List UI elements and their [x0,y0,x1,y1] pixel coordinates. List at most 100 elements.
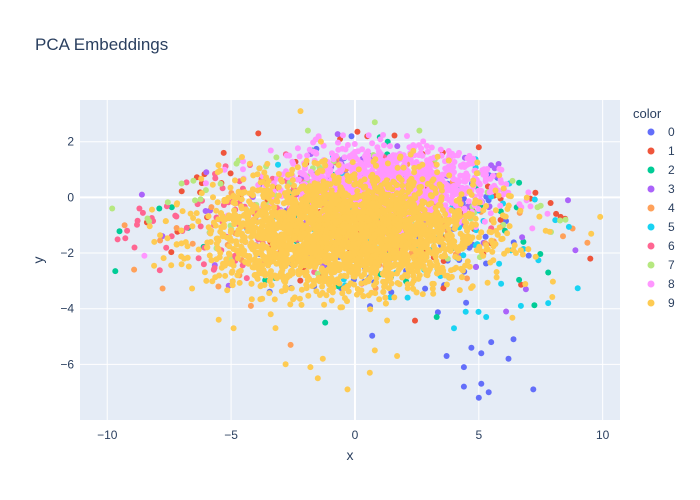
data-point [493,269,500,275]
data-point [390,158,397,164]
data-point [268,209,275,216]
legend-item-6[interactable]: 6 [647,239,676,253]
data-point [476,199,483,206]
data-point [364,197,371,203]
data-point [433,161,440,168]
data-point [403,231,410,238]
data-point [362,246,368,253]
data-point [492,207,499,214]
data-point [267,147,274,154]
data-point [434,169,441,176]
data-point [422,285,429,292]
data-point [202,208,209,214]
legend-item-3[interactable]: 3 [647,182,676,196]
data-point [121,222,128,229]
data-point [289,217,296,224]
data-point [347,222,354,229]
data-point [210,219,217,226]
data-point [381,180,388,187]
data-point [373,275,380,282]
data-point [247,302,254,309]
data-point [284,183,291,190]
data-point [341,154,348,161]
data-point [565,223,572,230]
legend-item-7[interactable]: 7 [647,258,676,272]
data-point [597,213,604,220]
data-point [179,208,186,215]
legend-item-0[interactable]: 0 [647,125,676,139]
legend-label: 2 [668,163,675,177]
data-point [344,172,351,179]
data-point [227,170,234,177]
data-point [330,192,337,198]
data-point [285,223,291,230]
data-point [349,159,356,166]
legend-item-8[interactable]: 8 [647,277,676,291]
legend-item-1[interactable]: 1 [647,144,676,158]
data-point [294,176,301,183]
data-point [116,228,123,235]
data-point [203,277,210,284]
data-point [281,276,288,282]
data-point [365,132,372,139]
data-point [443,281,450,288]
data-point [500,185,507,192]
data-point [381,142,387,149]
data-point [209,181,216,188]
data-point [369,226,376,233]
legend-title: color [633,106,662,121]
data-point [315,133,322,140]
data-point [146,218,153,225]
data-point [178,227,185,234]
data-point [386,172,393,179]
data-point [419,176,426,183]
data-point [421,215,428,222]
x-tick-labels: −10 −5 0 5 10 [97,428,610,442]
data-point [307,256,314,263]
data-point [366,217,373,224]
legend-item-4[interactable]: 4 [647,201,676,215]
data-point [320,269,327,276]
data-point [458,163,465,170]
data-point [203,169,210,176]
data-point [296,153,303,160]
data-point [339,145,346,152]
legend-marker [647,242,655,250]
data-point [442,202,449,209]
y-tick-label: 0 [67,190,74,204]
data-point [202,180,209,187]
legend[interactable]: color 0 1 2 3 4 5 6 7 8 9 [633,106,675,310]
data-point [377,197,384,203]
legend-item-5[interactable]: 5 [647,220,676,234]
data-point [173,241,180,248]
data-point [588,230,595,237]
data-point [286,152,293,159]
data-point [419,170,426,177]
data-point [189,223,196,230]
data-point [312,149,319,156]
data-point [547,200,554,206]
data-point [428,144,435,151]
data-point [215,162,222,169]
data-point [173,213,180,220]
data-point [307,249,313,256]
data-point [395,267,402,274]
data-point [290,262,296,268]
data-point [114,236,121,243]
data-point [168,204,175,211]
data-point [492,241,499,247]
data-point [190,215,197,221]
data-point [358,222,365,229]
data-point [168,249,175,256]
data-point [537,202,544,209]
data-point [367,208,374,215]
data-point [276,251,283,258]
x-tick-label: 10 [596,428,610,442]
legend-item-2[interactable]: 2 [647,163,676,177]
data-point [433,258,440,265]
x-tick-label: −10 [97,428,118,442]
data-point [404,273,411,280]
legend-item-9[interactable]: 9 [647,296,676,310]
legend-marker [647,299,655,307]
data-point [466,188,473,195]
